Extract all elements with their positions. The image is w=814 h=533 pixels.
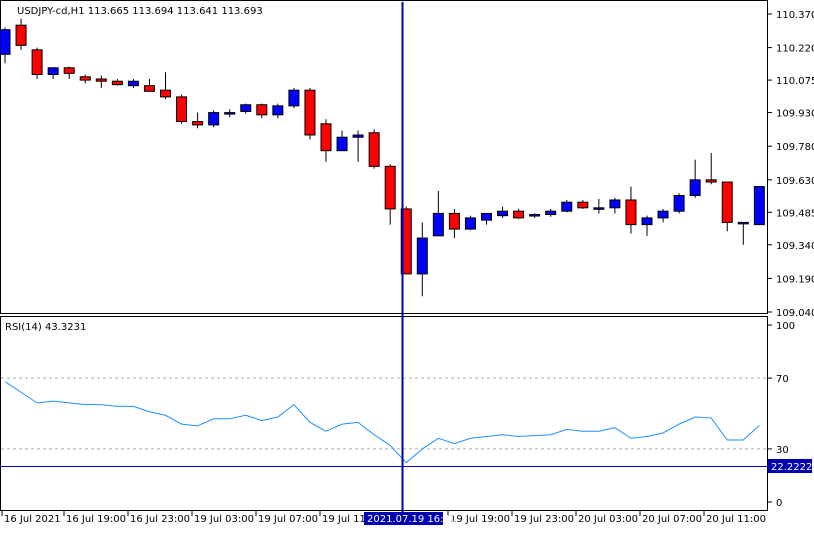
candle-body <box>705 179 717 183</box>
price-tick-label: 110.075 <box>776 76 814 87</box>
candle-body <box>737 221 749 225</box>
candle-body <box>721 181 733 223</box>
candle-body <box>111 80 123 86</box>
price-tick-label: 109.340 <box>776 241 814 252</box>
candle-body <box>79 76 91 81</box>
rsi-indicator-label: RSI(14) 43.3231 <box>5 322 86 333</box>
candle-body <box>320 123 332 152</box>
rsi-group: 100 70 30 0 <box>1 321 795 509</box>
candle-body <box>513 210 525 219</box>
time-tick-label: 16 Jul 19:00 <box>66 514 126 525</box>
price-tick-label: 109.040 <box>776 308 814 319</box>
candle-body <box>689 179 701 196</box>
candle-body <box>753 186 765 226</box>
time-tick-label: 20 Jul 07:00 <box>642 514 702 525</box>
candle-body <box>593 207 605 210</box>
candle-body <box>0 29 11 55</box>
price-tick-label: 109.190 <box>776 274 814 285</box>
rsi-pane[interactable] <box>0 316 768 511</box>
candle-body <box>464 217 476 230</box>
rsi-line <box>4 381 760 464</box>
candles-group <box>0 18 765 297</box>
candle-body <box>192 121 204 126</box>
time-tick-label: 20 Jul 03:00 <box>578 514 638 525</box>
time-axis: 16 Jul 2021 16 Jul 19:00 16 Jul 23:00 19 Ju… <box>1 511 766 525</box>
candle-body <box>384 165 396 210</box>
candle-body <box>15 24 27 46</box>
candle-body <box>352 134 364 138</box>
price-tick-label: 109.780 <box>776 142 814 153</box>
candle-body <box>497 210 509 217</box>
candle-body <box>609 199 621 209</box>
time-tick-label: 19 Jul 07:00 <box>258 514 318 525</box>
candle-body <box>127 80 139 87</box>
rsi-value-tag-text: 22.2222 <box>771 462 812 473</box>
candle-body <box>448 212 460 230</box>
candle-body <box>224 112 236 115</box>
price-tick-label: 109.630 <box>776 176 814 187</box>
rsi-tick-label: 70 <box>776 374 789 385</box>
time-tick-label: 19 Jul 19:00 <box>450 514 510 525</box>
candle-body <box>176 96 188 123</box>
rsi-tick-label: 30 <box>776 445 789 456</box>
rsi-value-tag <box>768 459 812 473</box>
price-tick-label: 110.370 <box>776 10 814 21</box>
price-tick-label: 109.485 <box>776 208 814 219</box>
time-tick-label: 19 Jul 11: <box>322 514 369 525</box>
candle-body <box>657 210 669 219</box>
candle-body <box>368 132 380 167</box>
price-axis: 110.370 110.220 110.075 109.930 109.780 109.6… <box>767 10 814 319</box>
candle-body <box>673 194 685 212</box>
time-tick-label: 19 Jul 03:00 <box>194 514 254 525</box>
candle-body <box>641 217 653 226</box>
candle-body <box>256 104 268 116</box>
candle-body <box>63 67 75 74</box>
time-tick-label: 19 Jul 23:00 <box>514 514 574 525</box>
time-tick-label: 20 Jul 11:00 <box>706 514 766 525</box>
price-tick-label: 110.220 <box>776 44 814 55</box>
candle-body <box>143 85 155 92</box>
candle-body <box>529 214 541 217</box>
candle-body <box>336 136 348 152</box>
candle-body <box>31 49 43 75</box>
candle-body <box>625 199 637 226</box>
candle-body <box>481 212 492 221</box>
candle-body <box>400 208 412 275</box>
rsi-tick-label: 100 <box>776 321 795 332</box>
candle-body <box>160 89 171 98</box>
rsi-tick-label: 0 <box>776 498 782 509</box>
time-tick-label: 16 Jul 23:00 <box>130 514 190 525</box>
candle-body <box>304 89 316 136</box>
candle-body <box>272 105 284 116</box>
candle-body <box>95 78 107 82</box>
candle-body <box>47 67 59 75</box>
candle-body <box>577 201 589 209</box>
candle-body <box>561 201 573 212</box>
price-pane[interactable] <box>0 0 768 314</box>
candle-body <box>545 210 557 216</box>
time-tick-label: 16 Jul 2021 <box>4 514 61 525</box>
crosshair-time-tag-text: 2021.07.19 16:00 <box>367 514 456 525</box>
candle-body <box>432 212 444 237</box>
price-tick-label: 109.930 <box>776 109 814 120</box>
candle-body <box>208 112 220 126</box>
crosshair-time-tag <box>364 512 443 525</box>
symbol-info-label: USDJPY-cd,H1 113.665 113.694 113.641 113… <box>17 6 263 17</box>
candle-body <box>416 237 428 275</box>
candle-body <box>240 104 252 112</box>
candle-body <box>288 89 300 107</box>
